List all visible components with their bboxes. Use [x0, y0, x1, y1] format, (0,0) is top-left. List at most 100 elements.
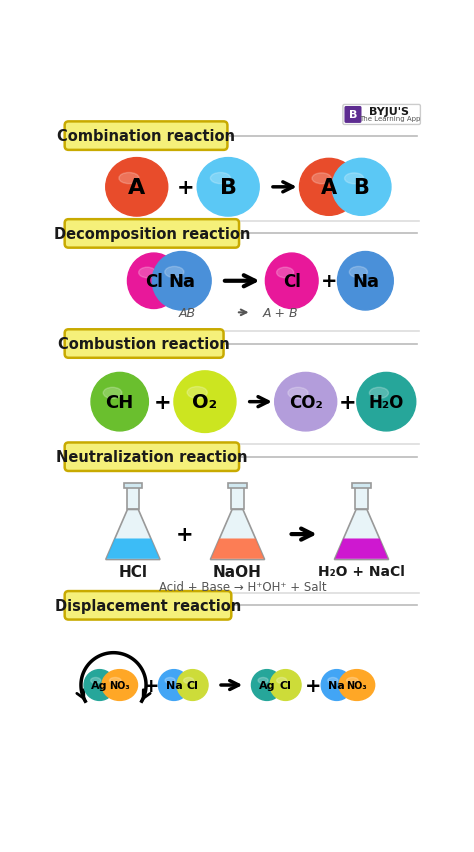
Ellipse shape — [119, 173, 139, 184]
Text: Acid + Base → H⁺OH⁺ + Salt: Acid + Base → H⁺OH⁺ + Salt — [159, 580, 327, 593]
Text: +: + — [321, 272, 337, 291]
Polygon shape — [106, 509, 160, 560]
Ellipse shape — [177, 670, 208, 700]
FancyBboxPatch shape — [64, 220, 239, 249]
Text: Na: Na — [168, 273, 195, 291]
Text: +: + — [143, 676, 159, 694]
Ellipse shape — [275, 373, 337, 431]
Text: BYJU'S: BYJU'S — [369, 107, 410, 118]
Text: Displacement reaction: Displacement reaction — [55, 598, 241, 613]
Text: NO₃: NO₃ — [346, 680, 367, 690]
Ellipse shape — [187, 387, 207, 399]
Text: The Learning App: The Learning App — [359, 116, 420, 122]
Ellipse shape — [109, 677, 121, 683]
Text: +: + — [305, 676, 322, 694]
Polygon shape — [210, 509, 264, 560]
FancyBboxPatch shape — [345, 106, 362, 124]
Text: A: A — [321, 177, 337, 198]
Polygon shape — [334, 509, 389, 560]
Text: B: B — [349, 110, 357, 120]
Text: Ag: Ag — [259, 680, 275, 690]
Ellipse shape — [345, 174, 364, 185]
FancyBboxPatch shape — [124, 484, 142, 488]
Text: AB: AB — [179, 307, 196, 320]
Text: A + B: A + B — [262, 307, 298, 320]
Text: B: B — [354, 177, 369, 198]
FancyBboxPatch shape — [356, 486, 368, 509]
FancyBboxPatch shape — [64, 443, 239, 471]
Ellipse shape — [91, 677, 100, 683]
Text: +: + — [177, 177, 194, 198]
Ellipse shape — [270, 670, 301, 700]
Ellipse shape — [165, 677, 175, 683]
Text: +: + — [154, 392, 171, 412]
Ellipse shape — [288, 388, 308, 399]
Text: Na: Na — [165, 680, 182, 690]
FancyBboxPatch shape — [64, 591, 231, 620]
Text: Neutralization reaction: Neutralization reaction — [56, 450, 247, 464]
Ellipse shape — [339, 670, 374, 700]
FancyBboxPatch shape — [352, 484, 371, 488]
Text: +: + — [176, 525, 193, 544]
Text: NaOH: NaOH — [213, 564, 262, 579]
Ellipse shape — [197, 158, 259, 217]
Ellipse shape — [337, 252, 393, 311]
Ellipse shape — [312, 174, 331, 185]
Ellipse shape — [84, 670, 115, 700]
Ellipse shape — [103, 388, 122, 399]
Text: H₂O: H₂O — [369, 394, 404, 412]
FancyBboxPatch shape — [64, 122, 228, 151]
Polygon shape — [211, 538, 264, 559]
Ellipse shape — [332, 159, 391, 216]
FancyBboxPatch shape — [64, 330, 224, 359]
Ellipse shape — [139, 268, 156, 279]
Ellipse shape — [277, 677, 287, 683]
Ellipse shape — [258, 677, 268, 683]
Text: Ag: Ag — [91, 680, 108, 690]
Text: H₂O + NaCl: H₂O + NaCl — [318, 564, 405, 579]
Text: Cl: Cl — [145, 273, 163, 291]
Text: +: + — [339, 392, 356, 412]
Ellipse shape — [91, 373, 148, 431]
Text: Na: Na — [328, 680, 345, 690]
Text: Combination reaction: Combination reaction — [57, 129, 235, 144]
Text: Cl: Cl — [187, 680, 199, 690]
Ellipse shape — [277, 268, 294, 279]
Ellipse shape — [152, 252, 211, 311]
Ellipse shape — [102, 670, 137, 700]
Polygon shape — [335, 538, 388, 559]
Ellipse shape — [300, 159, 358, 216]
Ellipse shape — [210, 173, 230, 184]
Ellipse shape — [158, 670, 190, 700]
Ellipse shape — [321, 670, 352, 700]
Text: HCl: HCl — [118, 564, 147, 579]
Ellipse shape — [346, 677, 358, 683]
FancyBboxPatch shape — [231, 486, 244, 509]
Ellipse shape — [328, 677, 338, 683]
FancyBboxPatch shape — [343, 106, 420, 125]
Polygon shape — [107, 538, 159, 559]
Ellipse shape — [369, 388, 389, 399]
Ellipse shape — [349, 268, 367, 279]
FancyBboxPatch shape — [228, 484, 247, 488]
Text: O₂: O₂ — [192, 393, 218, 412]
Ellipse shape — [357, 373, 416, 431]
Text: Cl: Cl — [280, 680, 292, 690]
Ellipse shape — [183, 677, 194, 683]
Ellipse shape — [174, 371, 236, 433]
Ellipse shape — [165, 268, 184, 279]
Ellipse shape — [106, 158, 168, 217]
Text: B: B — [220, 177, 237, 198]
Ellipse shape — [265, 254, 318, 309]
FancyBboxPatch shape — [127, 486, 139, 509]
Text: CO₂: CO₂ — [289, 394, 323, 412]
Text: Combustion reaction: Combustion reaction — [58, 337, 230, 352]
Text: Cl: Cl — [283, 273, 301, 291]
Ellipse shape — [128, 254, 180, 309]
Text: A: A — [128, 177, 146, 198]
Text: CH: CH — [106, 394, 134, 412]
Ellipse shape — [251, 670, 283, 700]
Text: Decomposition reaction: Decomposition reaction — [54, 227, 250, 242]
Text: NO₃: NO₃ — [109, 680, 130, 690]
Text: Na: Na — [352, 273, 379, 291]
